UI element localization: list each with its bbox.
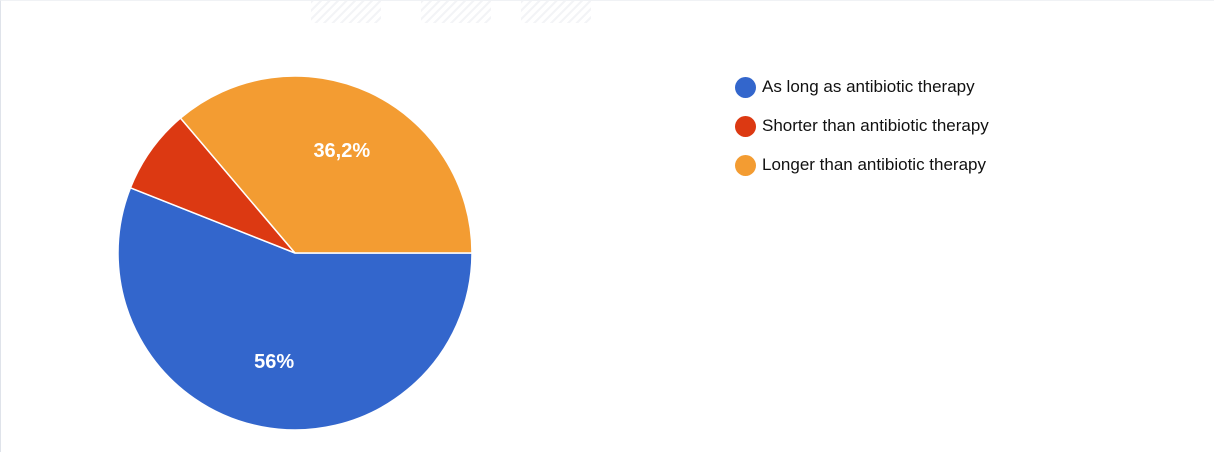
watermark-hatch <box>521 1 591 23</box>
legend-item: Longer than antibiotic therapy <box>735 153 989 177</box>
legend-swatch <box>735 115 756 137</box>
pie-data-label-as-long: 56% <box>254 351 294 373</box>
legend-swatch <box>735 154 756 176</box>
pie-slices <box>117 75 473 431</box>
pie-chart: 56% 36,2% <box>117 75 473 431</box>
pie-data-label-longer: 36,2% <box>313 140 370 162</box>
pie-slice-as-long <box>117 186 473 431</box>
legend-swatch <box>735 76 756 98</box>
legend-item: As long as antibiotic therapy <box>735 75 989 99</box>
chart-legend: As long as antibiotic therapy Shorter th… <box>735 75 989 192</box>
legend-item: Shorter than antibiotic therapy <box>735 114 989 138</box>
legend-label: Longer than antibiotic therapy <box>762 155 986 174</box>
pie-data-labels: 56% 36,2% <box>254 140 370 373</box>
pie-slice-longer <box>179 75 473 254</box>
watermark-hatch <box>311 1 381 23</box>
legend-label: Shorter than antibiotic therapy <box>762 116 989 135</box>
watermark-hatch <box>421 1 491 23</box>
legend-label: As long as antibiotic therapy <box>762 77 975 96</box>
